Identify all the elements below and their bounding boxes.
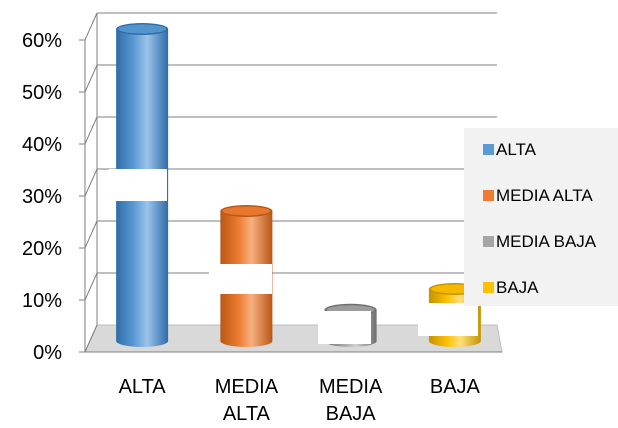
legend-swatch (483, 282, 494, 293)
x-category-label: ALTA (119, 376, 167, 398)
bar-top-highlight (222, 206, 271, 216)
y-tick-label: 30% (22, 186, 62, 208)
legend-swatch (483, 190, 494, 201)
x-category-label: MEDIA ALTA (215, 376, 279, 425)
legend: ALTA MEDIA ALTA MEDIA BAJA BAJA (464, 128, 618, 306)
legend-label: MEDIA BAJA (496, 232, 597, 251)
legend-label: MEDIA ALTA (496, 186, 593, 205)
data-label-box (318, 311, 371, 344)
data-label-box (109, 169, 167, 201)
gridline-side (84, 116, 98, 145)
data-label-box (418, 303, 478, 336)
legend-label: BAJA (496, 278, 539, 297)
y-tick-label: 10% (22, 290, 62, 312)
gridline-side (84, 12, 98, 41)
gridline-side (84, 168, 98, 197)
y-tick-label: 0% (33, 342, 62, 364)
legend-swatch (483, 144, 494, 155)
labels-layer: 0% 10% 20% 30% 40% 50% 60% ALTA MEDIA ALTA MEDIA BA… (22, 30, 481, 425)
y-tick-label: 20% (22, 238, 62, 260)
x-category-label: BAJA (430, 376, 481, 398)
gridline-side (84, 220, 98, 249)
x-category-label: MEDIA BAJA (319, 376, 383, 425)
legend-label: ALTA (496, 140, 537, 159)
gridline-side (84, 64, 98, 93)
legend-box (464, 128, 618, 306)
y-tick-label: 60% (22, 30, 62, 52)
bar-top-highlight (118, 24, 167, 34)
legend-swatch (483, 236, 494, 247)
gridline-side (84, 324, 98, 353)
y-tick-label: 50% (22, 82, 62, 104)
bars-layer (109, 23, 481, 347)
y-tick-label: 40% (22, 134, 62, 156)
gridline-side (84, 272, 98, 301)
data-label-box (209, 264, 272, 294)
